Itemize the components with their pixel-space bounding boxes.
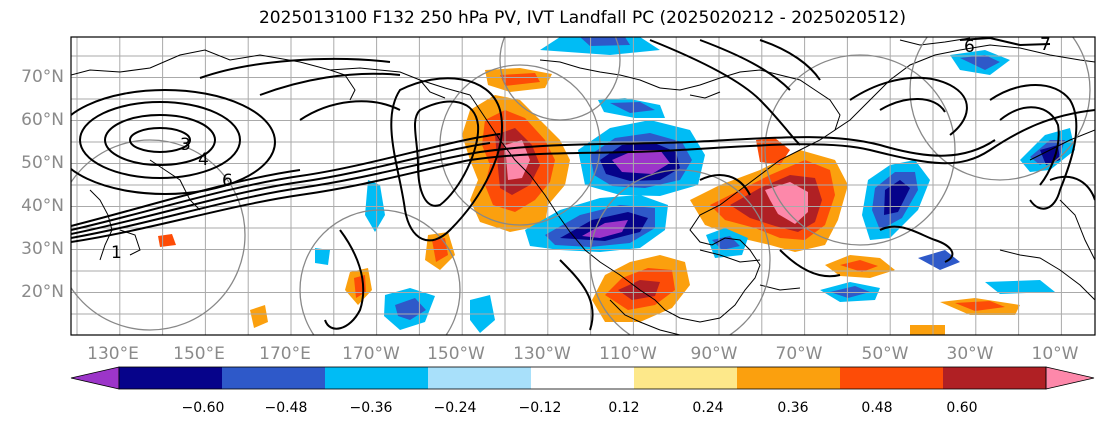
lon-label: 130°W: [513, 344, 571, 364]
colorbar-segment: [531, 367, 635, 389]
contour-labels: 3 4 6 1 6 7: [111, 35, 1051, 263]
colorbar-tick-label: 0.48: [861, 400, 893, 416]
coastlines: [71, 37, 1095, 335]
colorbar-extend-min: [70, 366, 120, 390]
contour-label-4: 4: [198, 150, 209, 170]
colorbar-segment: [428, 367, 532, 389]
colorbar-tick-label: 0.12: [608, 400, 640, 416]
lon-label: 50°W: [861, 344, 909, 364]
colorbar-segment: [943, 367, 1047, 389]
colorbar-segment: [840, 367, 944, 389]
lon-label: 30°W: [946, 344, 994, 364]
colorbar-segment: [325, 367, 429, 389]
contour-label-3: 3: [180, 135, 191, 155]
lat-label: 70°N: [21, 67, 64, 87]
colorbar-tick-label: −0.48: [264, 400, 308, 416]
colorbar-frame: [118, 366, 1047, 390]
lat-label: 30°N: [21, 239, 64, 259]
lat-label: 20°N: [21, 282, 64, 302]
colorbar-segment: [737, 367, 841, 389]
ivt-shading: [158, 37, 1075, 335]
lon-label: 150°W: [427, 344, 485, 364]
map-frame: [70, 36, 1096, 336]
contour-label-1: 1: [111, 243, 122, 263]
map-title: 2025013100 F132 250 hPa PV, IVT Landfall…: [258, 8, 906, 28]
lon-label: 150°E: [173, 344, 225, 364]
pv-contours: [71, 37, 1095, 331]
colorbar-tick-label: −0.24: [433, 400, 477, 416]
colorbar-segment: [119, 367, 223, 389]
colorbar-tick-label: −0.36: [349, 400, 393, 416]
lon-label: 130°E: [87, 344, 139, 364]
colorbar-tick-label: 0.36: [777, 400, 809, 416]
lon-label: 70°W: [775, 344, 823, 364]
colorbar-segments: [70, 366, 1095, 390]
lat-label: 40°N: [21, 196, 64, 216]
lon-label: 170°E: [259, 344, 311, 364]
lon-label: 110°W: [599, 344, 657, 364]
lat-label: 60°N: [21, 110, 64, 130]
lon-label: 90°W: [690, 344, 738, 364]
colorbar-tick-label: −0.60: [181, 400, 225, 416]
colorbar-extend-max: [1045, 366, 1095, 390]
colorbar-segment: [222, 367, 326, 389]
lon-label: 170°W: [342, 344, 400, 364]
colorbar-tick-label: 0.60: [946, 400, 978, 416]
contour-label-6-north: 6: [964, 37, 975, 57]
contour-label-7: 7: [1040, 35, 1051, 55]
lon-label: 10°W: [1031, 344, 1079, 364]
contour-label-6-west: 6: [222, 171, 233, 191]
lat-label: 50°N: [21, 153, 64, 173]
colorbar-tick-label: −0.12: [518, 400, 562, 416]
colorbar-tick-label: 0.24: [692, 400, 724, 416]
colorbar-segment: [634, 367, 738, 389]
